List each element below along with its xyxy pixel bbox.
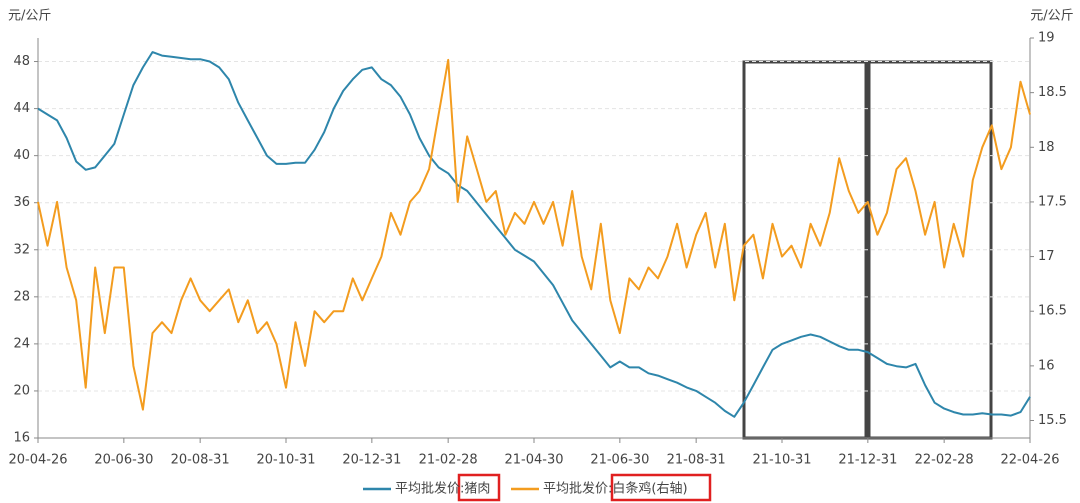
y-axis-title: 元/公斤 [8,9,51,24]
legend-label: 平均批发价:白条鸡(右轴) [543,481,688,497]
x-tick-label: 20-10-31 [256,453,315,468]
y2-tick-label: 17 [1038,249,1055,264]
x-tick-label: 21-06-30 [590,453,649,468]
y2-tick-label: 17.5 [1038,194,1067,209]
x-tick-label: 21-04-30 [504,453,563,468]
x-tick-label: 21-12-31 [838,453,897,468]
line-series [37,51,1031,418]
highlight-box [610,473,712,502]
y-tick-label: 20 [13,383,30,398]
highlight-box [457,473,501,502]
y2-tick-label: 19 [1038,31,1055,46]
y2-tick-label: 15.5 [1038,413,1067,428]
y-tick-label: 32 [13,242,30,257]
y-tick-label: 44 [13,101,30,116]
y2-axis-title: 元/公斤 [1030,9,1073,24]
y-tick-label: 48 [13,54,30,69]
x-tick-label: 20-08-31 [171,453,230,468]
y-tick-label: 40 [13,148,30,163]
y2-tick-label: 16 [1038,358,1055,373]
x-tick-label: 20-12-31 [342,453,401,468]
x-tick-label: 21-08-31 [667,453,726,468]
x-tick-label: 21-02-28 [419,453,478,468]
legend-label: 平均批发价:猪肉 [395,481,490,497]
y-tick-label: 24 [13,336,30,351]
y2-tick-label: 18 [1038,140,1055,155]
line-series [37,58,1031,411]
y2-tick-label: 16.5 [1038,304,1067,319]
x-tick-label: 20-04-26 [8,453,67,468]
y-tick-label: 36 [13,195,30,210]
y2-tick-label: 18.5 [1038,85,1067,100]
x-tick-label: 21-10-31 [752,453,811,468]
x-tick-label: 22-02-28 [915,453,974,468]
x-tick-label: 22-04-26 [1000,453,1059,468]
y-tick-label: 28 [13,289,30,304]
y-tick-label: 16 [13,431,30,446]
x-tick-label: 20-06-30 [94,453,153,468]
